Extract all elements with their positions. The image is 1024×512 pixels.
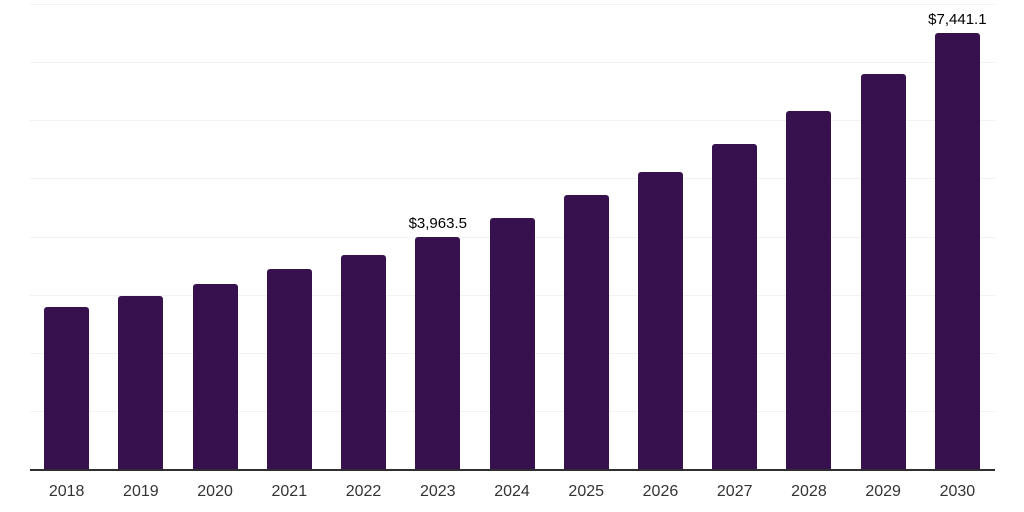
bar-2024[interactable]	[489, 218, 535, 470]
x-tick-label-2019: 2019	[123, 483, 159, 500]
x-tick-label-2020: 2020	[197, 483, 233, 500]
bar-2022[interactable]	[341, 255, 387, 470]
x-tick-label-2018: 2018	[48, 483, 85, 500]
x-tick-label-2030: 2030	[939, 483, 976, 500]
x-tick-label-2025: 2025	[568, 483, 605, 500]
x-axis-line	[29, 469, 995, 471]
bar-2029[interactable]	[860, 74, 906, 470]
data-label-2023: $3,963.5	[408, 215, 467, 233]
bar-2020[interactable]	[192, 283, 238, 470]
bar-2021[interactable]	[266, 268, 312, 470]
x-tick-label-2029: 2029	[865, 483, 901, 500]
horizontal-gridline	[29, 178, 995, 180]
horizontal-gridline	[29, 61, 995, 63]
bar-2019[interactable]	[118, 295, 164, 470]
bar-2023[interactable]	[415, 237, 461, 470]
bar-2026[interactable]	[637, 172, 683, 470]
bar-2030[interactable]	[934, 33, 980, 470]
x-tick-label-2021: 2021	[271, 483, 308, 500]
bar-2027[interactable]	[712, 143, 758, 470]
x-tick-label-2024: 2024	[494, 483, 530, 500]
x-tick-label-2028: 2028	[791, 483, 827, 500]
x-tick-label-2022: 2022	[345, 483, 382, 500]
bar-2025[interactable]	[563, 195, 609, 470]
bar-2028[interactable]	[786, 111, 832, 470]
horizontal-gridline	[29, 3, 995, 5]
data-label-2030: $7,441.1	[928, 11, 987, 29]
x-tick-label-2026: 2026	[642, 483, 679, 500]
x-tick-label-2027: 2027	[716, 483, 753, 500]
x-tick-label-2023: 2023	[419, 483, 456, 500]
bar-2018[interactable]	[44, 306, 90, 470]
horizontal-gridline	[29, 120, 995, 121]
